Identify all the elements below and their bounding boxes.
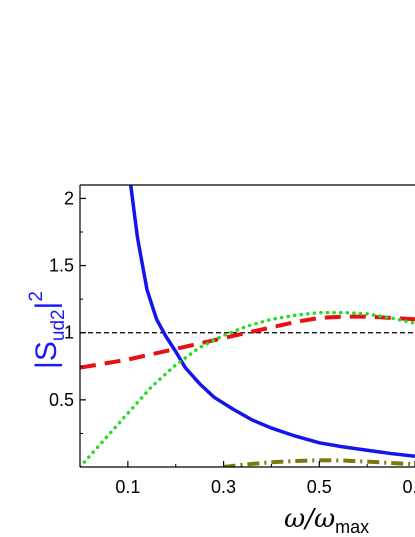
series-line-dotted <box>80 310 415 467</box>
y-tick-label: 1.5 <box>49 256 74 276</box>
x-axis-label-sub: max <box>335 517 369 537</box>
series-line-solid <box>128 185 415 458</box>
x-axis-label: ω/ωmax <box>284 504 369 537</box>
series-line-dashdot <box>223 458 415 467</box>
x-tick-label: 0.3 <box>211 477 236 497</box>
x-axis-label-main: ω/ω <box>284 504 335 534</box>
x-tick-label: 0.1 <box>115 477 140 497</box>
y-axis-label-tail: | <box>30 302 63 310</box>
y-tick-label: 1 <box>64 323 74 343</box>
plot-area <box>80 185 415 467</box>
y-tick-label: 2 <box>64 188 74 208</box>
axes <box>79 184 415 468</box>
y-axis-label: |Sud2|2 <box>26 291 69 369</box>
y-tick-label: 0.5 <box>49 390 74 410</box>
x-tick-label: 0.5 <box>307 477 332 497</box>
x-tick-label: 0.7 <box>402 477 415 497</box>
tick-labels: 0.1 0.3 0.5 0.7 0.5 1 1.5 2 <box>49 188 415 497</box>
y-axis-label-main: |S <box>30 341 63 369</box>
series-line-dashed <box>80 314 415 370</box>
y-axis-label-sub: ud2 <box>48 309 69 341</box>
y-axis-label-sup: 2 <box>26 291 47 302</box>
